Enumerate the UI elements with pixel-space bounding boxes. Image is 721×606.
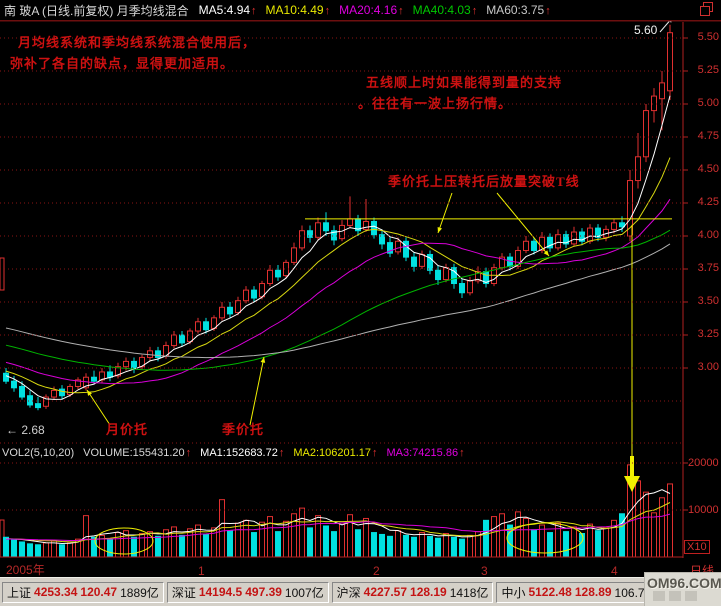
index-change: 497.39	[245, 585, 282, 599]
price-tick-3.00: 3.00	[697, 361, 719, 373]
index-panel-上证[interactable]: 上证 4253.34 120.47 1889亿	[2, 581, 164, 603]
price-tick-5.50: 5.50	[697, 31, 719, 43]
volume-value: VOLUME:155431.20↑	[83, 447, 191, 459]
ma-legend-label-2: MA20:4.16	[339, 3, 398, 17]
chart-title: 南 玻A (日线.前复权) 月季均线混合	[4, 3, 189, 18]
index-panel-深证[interactable]: 深证 14194.5 497.39 1007亿	[166, 581, 329, 603]
index-name: 上证	[7, 585, 32, 600]
index-amount: 1007亿	[284, 585, 324, 600]
ma-up-arrow-icon: ↑	[545, 5, 551, 17]
index-panel-中小[interactable]: 中小 5122.48 128.89 106.7亿	[496, 581, 662, 603]
annotation-note2-line1: 五线顺上时如果能得到量的支持	[366, 75, 563, 90]
volume-ma-arrow-icon: ↑	[459, 447, 465, 459]
price-tick-3.50: 3.50	[697, 295, 719, 307]
index-change: 120.47	[80, 585, 118, 599]
volume-multiplier-badge: X10	[684, 540, 710, 554]
volume-up-arrow-icon: ↑	[185, 447, 192, 459]
index-name: 沪深	[336, 585, 361, 600]
ma-up-arrow-icon: ↑	[251, 5, 257, 17]
index-amount: 1418亿	[449, 585, 489, 600]
ma-legend-item-3: MA40:4.03↑	[413, 3, 478, 17]
ma-up-arrow-icon: ↑	[471, 5, 478, 17]
price-tick-4.25: 4.25	[697, 196, 719, 208]
chart-header: 南 玻A (日线.前复权) 月季均线混合 MA5:4.94↑ MA10:4.49↑…	[0, 0, 721, 21]
volume-indicator-name: VOL2(5,10,20)	[2, 447, 75, 459]
time-tick-month-2: 2	[373, 564, 380, 578]
index-name: 深证	[171, 585, 196, 600]
price-tick-4.50: 4.50	[697, 163, 719, 175]
price-tick-3.25: 3.25	[697, 328, 719, 340]
index-value: 4253.34	[34, 585, 78, 599]
time-tick-month-3: 3	[481, 564, 488, 578]
ma-legend-item-0: MA5:4.94↑	[199, 3, 257, 17]
time-axis-year: 2005年	[6, 563, 45, 577]
price-tick-4.00: 4.00	[697, 229, 719, 241]
restore-window-icon-front	[700, 6, 710, 16]
watermark-text: OM96.COM	[647, 575, 721, 591]
volume-ma-item-1: MA2:106201.17↑	[293, 447, 377, 459]
volume-ma-label-1: MA2:106201.17	[293, 447, 372, 459]
index-amount: 1889亿	[120, 585, 159, 600]
price-tick-4.75: 4.75	[697, 130, 719, 142]
time-tick-month-4: 4	[611, 564, 618, 578]
volume-ma-item-0: MA1:152683.72↑	[200, 447, 284, 459]
price-tick-5.00: 5.00	[697, 97, 719, 109]
volume-ma-arrow-icon: ↑	[278, 447, 285, 459]
watermark: OM96.COM	[644, 572, 721, 606]
annotation-note2: 五线顺上时如果能得到量的支持 。往往有一波上扬行情。	[358, 72, 563, 114]
volume-tick-20000: 20000	[688, 457, 719, 469]
ma-legend-label-4: MA60:3.75	[486, 3, 545, 17]
volume-header: VOL2(5,10,20) VOLUME:155431.20↑ MA1:1526…	[0, 445, 682, 461]
ma-legend-label-0: MA5:4.94	[198, 3, 251, 17]
annotation-note2-line2: 。往往有一波上扬行情。	[358, 96, 513, 111]
ma-legend-item-4: MA60:3.75↑	[486, 3, 551, 17]
index-panels: 上证 4253.34 120.47 1889亿 深证 14194.5 497.39 1007亿…	[2, 581, 665, 603]
annotation-month-tuo: 月价托	[106, 422, 149, 437]
volume-ma-label-0: MA1:152683.72	[200, 447, 278, 459]
volume-tick-10000: 10000	[688, 504, 719, 516]
annotation-season-tuo: 季价托	[222, 422, 265, 437]
volume-ma-legend: MA1:152683.72↑ MA2:106201.17↑ MA3:74215.86…	[200, 447, 464, 459]
annotation-note1-line1: 月均线系统和季均线系统混合使用后，	[18, 35, 257, 50]
chart-canvas[interactable]	[0, 0, 721, 577]
ma-legend-label-1: MA10:4.49	[265, 3, 324, 17]
index-change: 128.89	[574, 585, 612, 599]
index-value: 4227.57	[363, 585, 408, 599]
ma-legend-item-1: MA10:4.49↑	[266, 3, 331, 17]
price-tick-3.75: 3.75	[697, 262, 719, 274]
index-value: 14194.5	[198, 585, 243, 599]
index-change: 128.19	[410, 585, 447, 599]
annotation-note1: 月均线系统和季均线系统混合使用后， 弥补了各自的缺点，显得更加适用。	[10, 32, 257, 74]
ma-up-arrow-icon: ↑	[398, 5, 404, 17]
ma-legend-item-2: MA20:4.16↑	[339, 3, 404, 17]
low-price-label: ← 2.68	[6, 423, 45, 437]
ma-up-arrow-icon: ↑	[324, 5, 331, 17]
annotation-note3: 季价托上压转托后放量突破T线	[388, 174, 580, 189]
restore-window-icon[interactable]	[700, 2, 714, 16]
index-panel-沪深[interactable]: 沪深 4227.57 128.19 1418亿	[331, 581, 494, 603]
index-value: 5122.48	[528, 585, 572, 599]
status-bar: 上证 4253.34 120.47 1889亿 深证 14194.5 497.39 1007亿…	[0, 577, 721, 606]
price-tick-5.25: 5.25	[697, 64, 719, 76]
index-name: 中小	[501, 585, 526, 600]
watermark-sub-decor	[645, 591, 721, 601]
ma-legend-label-3: MA40:4.03	[412, 3, 471, 17]
time-tick-month-1: 1	[198, 564, 205, 578]
annotation-note1-line2: 弥补了各自的缺点，显得更加适用。	[10, 56, 235, 71]
volume-ma-label-2: MA3:74215.86	[386, 447, 459, 459]
volume-ma-item-2: MA3:74215.86↑	[387, 447, 465, 459]
volume-ma-arrow-icon: ↑	[372, 447, 378, 459]
volume-value-label: VOLUME:155431.20	[83, 447, 185, 459]
ma-legend: MA5:4.94↑ MA10:4.49↑ MA20:4.16↑ MA40:4.03↑ M…	[199, 3, 551, 17]
high-price-label: 5.60	[634, 23, 658, 37]
